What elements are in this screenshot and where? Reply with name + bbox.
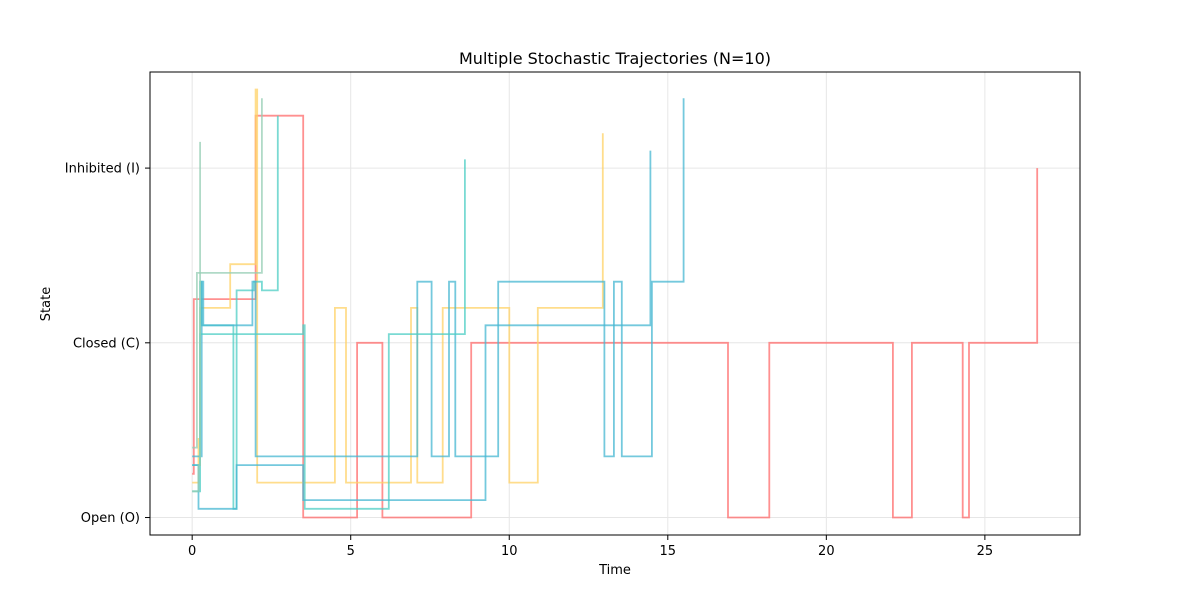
- y-axis-label: State: [39, 287, 54, 321]
- series-group: [192, 88, 1039, 519]
- x-tick-label: 0: [188, 544, 196, 559]
- y-tick-label: Inhibited (I): [65, 162, 140, 177]
- y-tick-label: Open (O): [81, 511, 140, 526]
- x-axis-label: Time: [598, 563, 631, 578]
- series-line-trajectory-2: [192, 88, 604, 484]
- series-line-trajectory-1: [192, 114, 1039, 519]
- x-tick-label: 15: [660, 544, 677, 559]
- series-line-trajectory-4: [192, 98, 685, 458]
- series-line-trajectory-6: [192, 150, 652, 510]
- plot-frame: [149, 71, 1081, 536]
- x-tick-label: 10: [501, 544, 518, 559]
- x-tick-label: 25: [977, 544, 994, 559]
- x-axis: 0 5 10 15 20 25: [188, 535, 993, 559]
- y-tick-label: Closed (C): [73, 336, 140, 351]
- x-tick-label: 5: [347, 544, 355, 559]
- series-line-trajectory-8: [192, 141, 201, 493]
- chart-title: Multiple Stochastic Trajectories (N=10): [459, 49, 771, 68]
- y-axis: Open (O) Closed (C) Inhibited (I): [65, 162, 150, 526]
- x-tick-label: 20: [818, 544, 835, 559]
- series-line-trajectory-7: [192, 98, 263, 449]
